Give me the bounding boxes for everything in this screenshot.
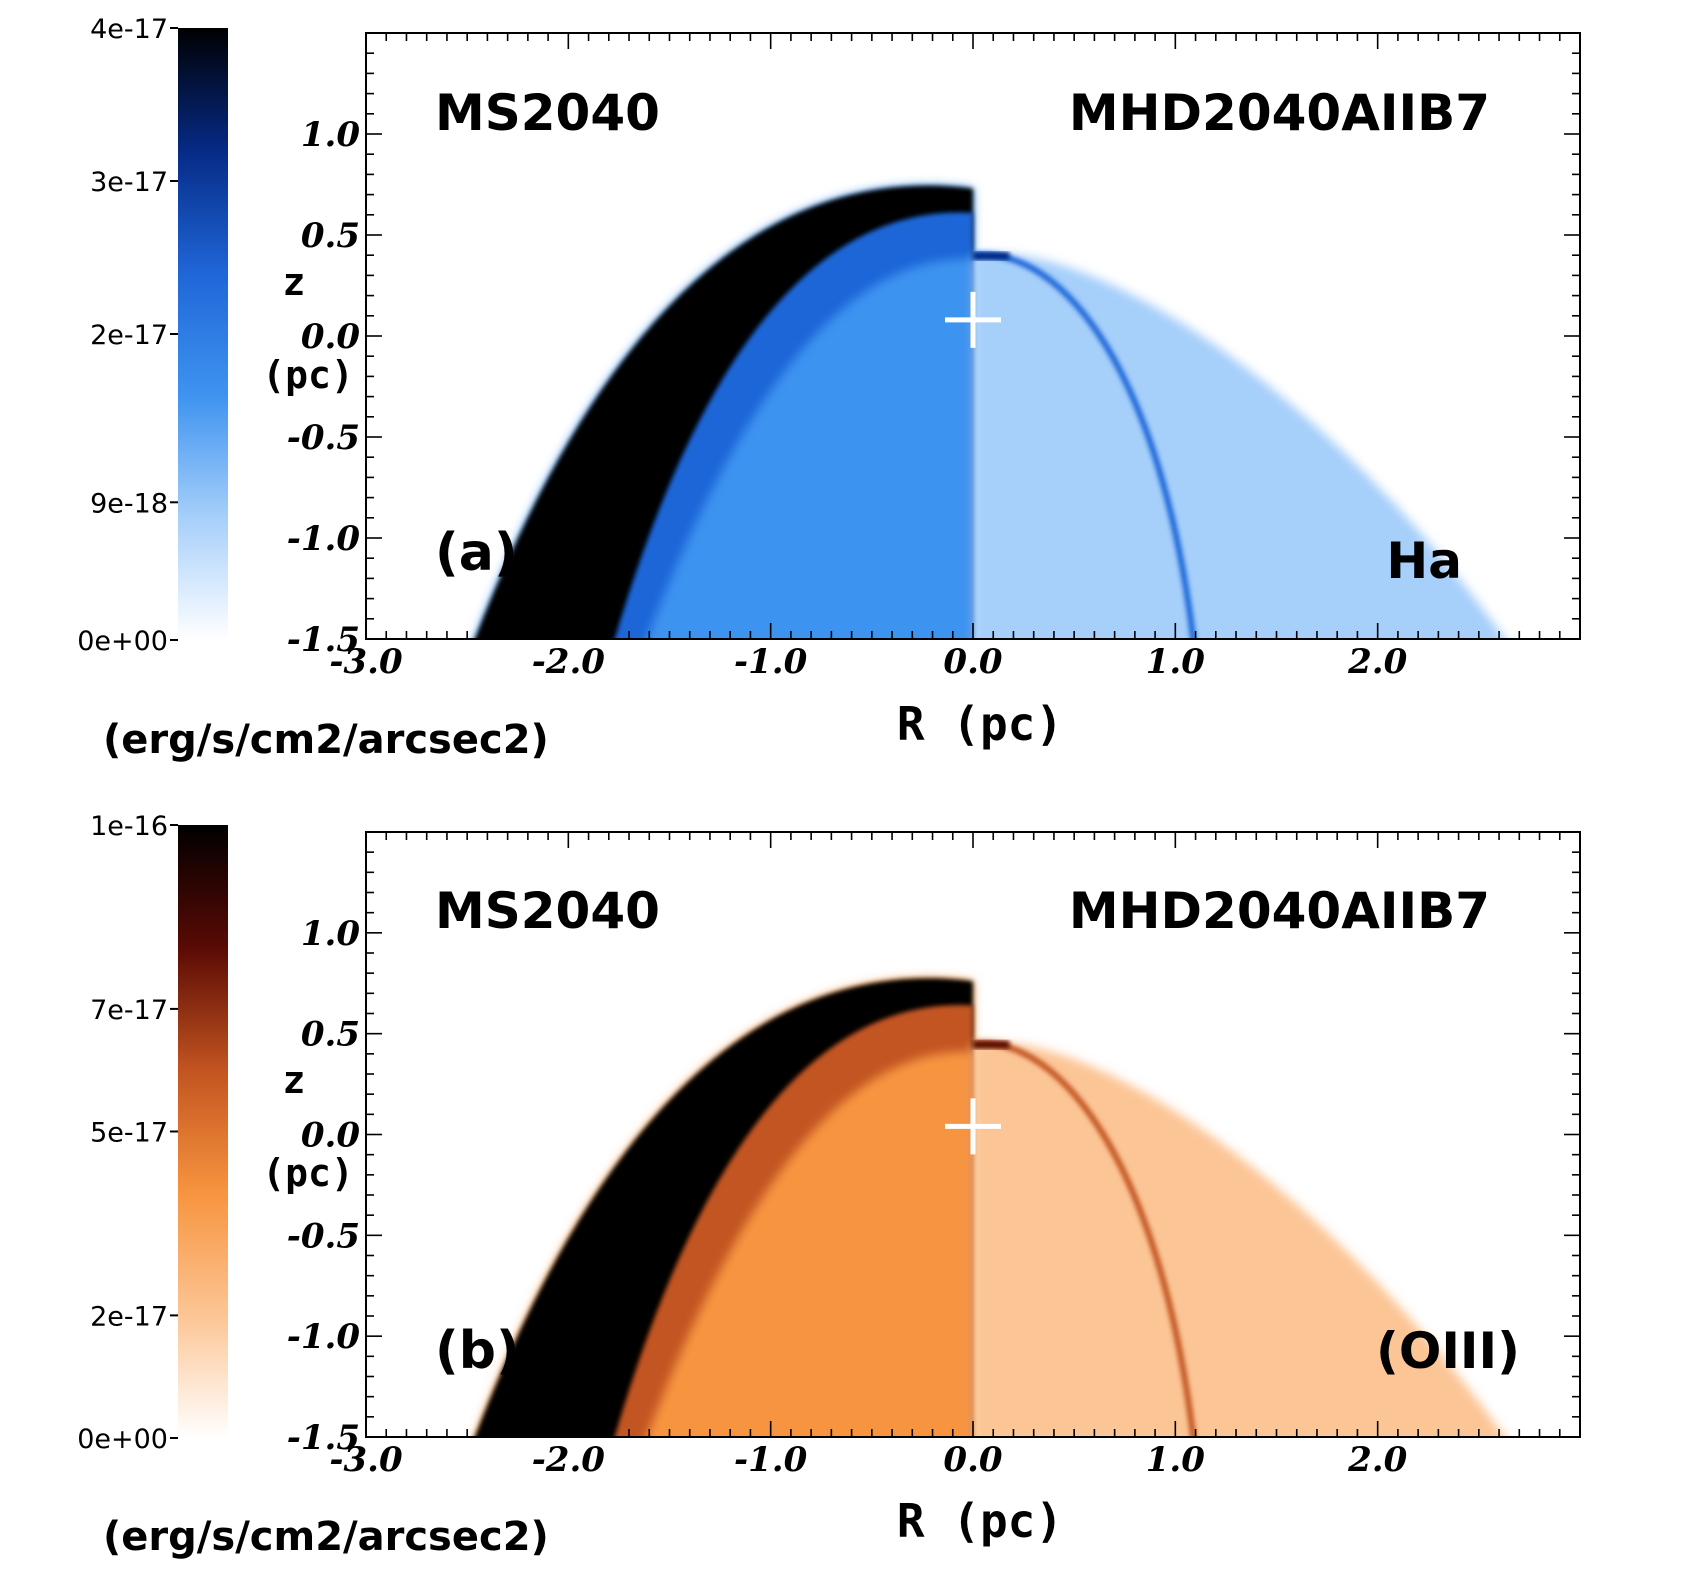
colorbar-tick-label: 1e-16 [90, 811, 168, 842]
colorbar-gradient [178, 825, 228, 1438]
left-model-label: MS2040 [435, 882, 660, 940]
x-tick-label: 1.0 [1146, 642, 1205, 682]
colorbar-tick-label: 0e+00 [77, 626, 168, 657]
x-tick-label: -1.0 [734, 1440, 808, 1480]
y-tick-label: 0.5 [301, 216, 360, 256]
x-tick-label: -3.0 [329, 642, 403, 682]
x-tick-label: 0.0 [943, 642, 1002, 682]
x-tick-label: 0.0 [943, 1440, 1002, 1480]
y-tick-label: 0.0 [301, 1116, 360, 1156]
y-tick-label: -1.5 [287, 620, 360, 660]
right-emission-map [972, 1040, 1505, 1437]
colorbar-gradient [178, 28, 228, 640]
plot-area-b: -3.0 -2.0 -1.0 0.0 1.0 2.0 -1.5 -1.0 -0.5 0.0 0.5 1… [287, 831, 1581, 1480]
x-tick-label: 2.0 [1347, 642, 1407, 682]
colorbar-tick-label: 3e-17 [90, 167, 168, 198]
y-axis: -1.5 -1.0 -0.5 0.0 0.5 1.0 [287, 32, 1580, 660]
colorbar-a: 0e+00 9e-18 2e-17 3e-17 4e-17 [77, 14, 228, 657]
colorbar-unit-label: (erg/s/cm2/arcsec2) [103, 717, 549, 763]
y-tick-label: -1.0 [287, 1317, 361, 1357]
left-emission-map [474, 185, 973, 639]
x-tick-label: -2.0 [532, 642, 606, 682]
y-tick-label: -1.0 [287, 519, 361, 559]
colorbar-b: 0e+00 2e-17 5e-17 7e-17 1e-16 [77, 811, 228, 1455]
interior-left-core [646, 259, 973, 639]
x-axis: -3.0 -2.0 -1.0 0.0 1.0 2.0 [329, 832, 1581, 1480]
y-tick-label: -0.5 [287, 1216, 360, 1256]
y-tick-label: 0.5 [301, 1015, 360, 1055]
x-tick-label: -2.0 [532, 1440, 606, 1480]
right-model-label: MHD2040AIIB7 [1069, 84, 1490, 142]
colorbar-unit-label: (erg/s/cm2/arcsec2) [103, 1514, 549, 1560]
y-tick-label: -0.5 [287, 418, 360, 458]
left-model-label: MS2040 [435, 84, 660, 142]
colorbar-tick-label: 2e-17 [90, 320, 168, 351]
colorbar-tick-label: 9e-18 [90, 488, 168, 519]
y-axis-title-z: z [283, 1058, 306, 1102]
plot-area-a: -3.0 -2.0 -1.0 0.0 1.0 2.0 -1.5 -1.0 -0.5 0.0 0.5 1… [287, 32, 1581, 682]
panel-letter: (b) [435, 1321, 520, 1381]
right-emission-map [972, 251, 1505, 639]
panel-letter: (a) [435, 523, 518, 583]
y-axis-title-unit: (pc) [262, 1151, 354, 1195]
y-tick-label: -1.5 [287, 1418, 360, 1458]
x-tick-label: -1.0 [734, 642, 808, 682]
y-tick-label: 1.0 [301, 914, 360, 954]
y-axis: -1.5 -1.0 -0.5 0.0 0.5 1.0 [287, 831, 1580, 1458]
y-tick-label: 0.0 [301, 317, 360, 357]
x-axis: -3.0 -2.0 -1.0 0.0 1.0 2.0 [329, 33, 1581, 682]
apex-cap-right [973, 252, 1010, 261]
x-tick-label: 1.0 [1146, 1440, 1205, 1480]
left-emission-map [474, 978, 973, 1437]
colorbar-tick-label: 0e+00 [77, 1424, 168, 1455]
emission-line-label: (OIII) [1376, 1322, 1520, 1380]
star-marker [945, 1098, 1001, 1155]
x-axis-title: R (pc) [897, 1494, 1063, 1548]
right-model-label: MHD2040AIIB7 [1069, 882, 1490, 940]
emission-line-label: Ha [1386, 532, 1462, 590]
colorbar-tick-label: 7e-17 [90, 995, 168, 1026]
star-marker [945, 291, 1001, 348]
y-axis-title-z: z [283, 260, 306, 304]
y-axis-title-unit: (pc) [262, 353, 354, 397]
x-axis-title: R (pc) [897, 697, 1063, 751]
panel-a: 0e+00 9e-18 2e-17 3e-17 4e-17 (erg/s/cm2/arc… [77, 14, 1581, 763]
x-tick-label: -3.0 [329, 1440, 403, 1480]
interior-left-core [646, 1051, 973, 1437]
inner-shell-right [972, 251, 1197, 639]
apex-cap-right [973, 1040, 1010, 1049]
panel-b: 0e+00 2e-17 5e-17 7e-17 1e-16 (erg/s/cm2/arc… [77, 811, 1581, 1560]
y-tick-label: 1.0 [301, 115, 360, 155]
inner-shell-right [972, 1040, 1197, 1437]
colorbar-tick-label: 2e-17 [90, 1301, 168, 1332]
x-tick-label: 2.0 [1347, 1440, 1407, 1480]
colorbar-tick-label: 4e-17 [90, 14, 168, 45]
colorbar-tick-label: 5e-17 [90, 1118, 168, 1149]
